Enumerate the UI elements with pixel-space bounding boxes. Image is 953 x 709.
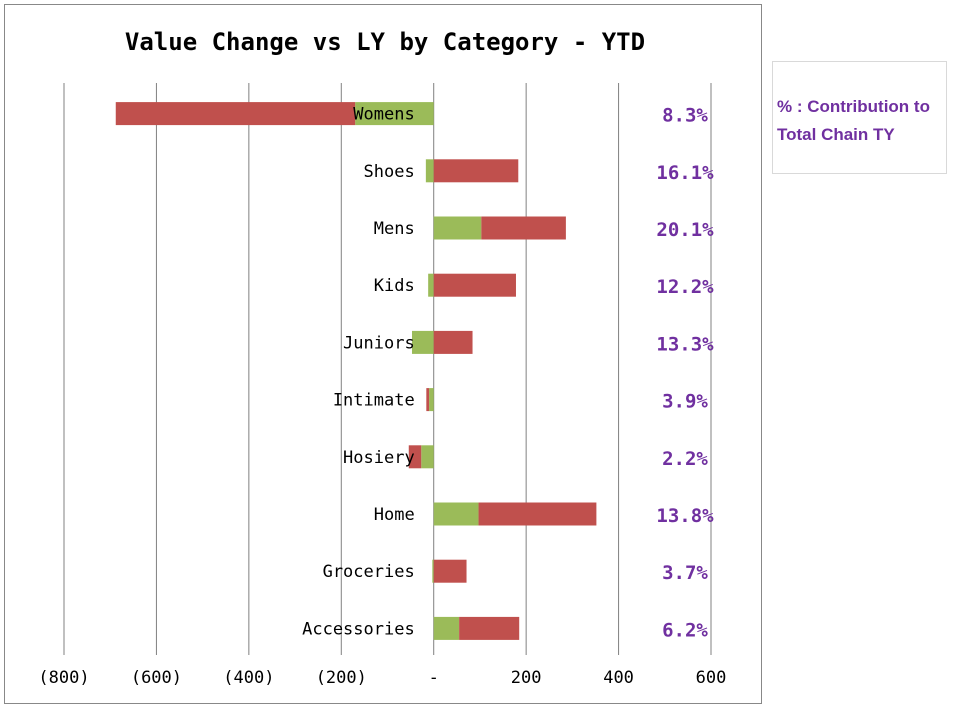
- chart-plot: Value Change vs LY by Category - YTD Wom…: [38, 28, 726, 688]
- bar-shoes-series-1: [425, 159, 434, 183]
- bar-hosiery-series-1: [421, 445, 434, 469]
- bar-intimate-series-1: [429, 388, 434, 412]
- x-tick-label: -: [429, 668, 439, 688]
- percent-label: 3.9%: [662, 391, 708, 413]
- percent-label: 6.2%: [662, 619, 708, 641]
- x-tick-label: (600): [131, 668, 182, 688]
- bar-womens-series-2: [115, 102, 356, 126]
- category-label: Kids: [374, 276, 415, 296]
- category-labels: Womens Shoes Mens Kids Juniors Intimate Hosier…: [302, 105, 415, 640]
- x-tick-label: (200): [316, 668, 367, 688]
- percent-label: 13.3%: [656, 333, 714, 355]
- contribution-note-box: % : Contribution to Total Chain TY: [772, 61, 947, 174]
- bar-kids-series-1: [428, 273, 434, 297]
- bar-groceries-series-1: [432, 559, 434, 583]
- contribution-note: % : Contribution to Total Chain TY: [777, 97, 930, 144]
- x-tick-label: 600: [696, 668, 727, 688]
- bar-kids-series-2: [433, 273, 516, 297]
- bar-groceries-series-2: [433, 559, 467, 583]
- percent-label: 13.8%: [656, 505, 714, 527]
- bar-intimate-series-2: [426, 388, 430, 412]
- bar-womens-series-1: [355, 102, 434, 126]
- bars: [115, 102, 597, 640]
- category-label: Groceries: [323, 562, 415, 582]
- category-label: Mens: [374, 219, 415, 239]
- bar-shoes-series-2: [433, 159, 519, 183]
- bar-accessories-series-1: [433, 616, 460, 640]
- x-axis-ticks: (800) (600) (400) (200) - 200 400 600: [38, 668, 726, 688]
- category-label: Womens: [353, 105, 414, 125]
- category-label: Shoes: [364, 162, 415, 182]
- percent-label: 2.2%: [662, 448, 708, 470]
- category-label: Hosiery: [343, 448, 415, 468]
- percent-label: 3.7%: [662, 562, 708, 584]
- x-tick-label: 400: [603, 668, 634, 688]
- bar-home-series-1: [433, 502, 479, 526]
- bar-mens-series-2: [481, 216, 566, 240]
- category-label: Home: [374, 505, 415, 525]
- bar-accessories-series-2: [459, 616, 520, 640]
- percent-label: 16.1%: [656, 162, 714, 184]
- percent-label: 8.3%: [662, 105, 708, 127]
- percent-labels: 8.3% 16.1% 20.1% 12.2% 13.3% 3.9% 2.2% 13.8% 3.7…: [656, 105, 714, 642]
- percent-label: 12.2%: [656, 276, 714, 298]
- chart-frame: Value Change vs LY by Category - YTD Wom…: [4, 4, 762, 704]
- bar-home-series-2: [478, 502, 597, 526]
- category-label: Intimate: [333, 391, 415, 411]
- category-label: Juniors: [343, 333, 415, 353]
- bar-juniors-series-1: [411, 330, 434, 354]
- bar-mens-series-1: [433, 216, 482, 240]
- percent-label: 20.1%: [656, 219, 714, 241]
- bar-hosiery-series-2: [408, 445, 422, 469]
- bar-juniors-series-2: [433, 330, 473, 354]
- x-tick-label: (400): [223, 668, 274, 688]
- x-tick-label: (800): [38, 668, 89, 688]
- x-tick-label: 200: [511, 668, 542, 688]
- category-label: Accessories: [302, 619, 415, 639]
- chart-title: Value Change vs LY by Category - YTD: [125, 28, 645, 56]
